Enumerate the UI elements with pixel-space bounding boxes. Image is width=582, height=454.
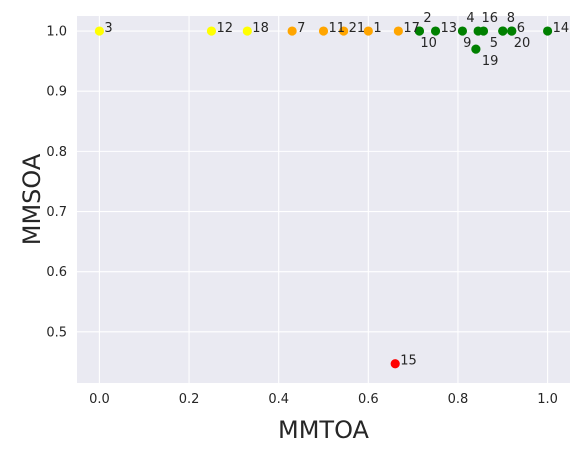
x-tick-label: 0.2 (179, 392, 200, 407)
point-label-9: 9 (463, 36, 471, 51)
y-axis-ticks: 0.5 0.6 0.7 0.8 0.9 1.0 (46, 25, 67, 341)
data-point-19 (471, 44, 481, 54)
data-point-12 (206, 26, 217, 36)
point-label-12: 12 (216, 21, 233, 36)
data-point-10 (414, 26, 425, 36)
data-point-4 (457, 26, 468, 36)
data-point-9 (473, 26, 483, 36)
x-axis-title: MMTOA (278, 416, 370, 444)
point-label-3: 3 (104, 21, 112, 36)
point-label-21: 21 (349, 21, 366, 36)
point-labels: 3 12 18 7 11 21 1 172 10 13 4 16 9 19 85 620 14 15 (104, 11, 569, 369)
point-label-2: 2 (423, 11, 431, 26)
y-tick-label: 0.9 (46, 85, 67, 100)
data-point-11 (318, 26, 329, 36)
data-point-13 (430, 26, 441, 36)
y-tick-label: 0.8 (46, 145, 67, 160)
data-point-20 (507, 26, 517, 36)
y-tick-label: 0.6 (46, 265, 67, 280)
grid-lines (77, 16, 570, 383)
point-label-6: 6 (517, 21, 525, 36)
data-point-14 (542, 26, 553, 36)
data-point-21 (339, 26, 349, 36)
data-point-7 (287, 26, 297, 36)
x-tick-label: 1.0 (537, 392, 558, 407)
x-axis-ticks: 0.0 0.2 0.4 0.6 0.8 1.0 (89, 392, 558, 407)
x-tick-label: 0.0 (89, 392, 110, 407)
data-point-17 (393, 26, 403, 36)
data-point-1 (363, 26, 373, 36)
point-label-17: 17 (403, 21, 420, 36)
plot-background (77, 16, 570, 383)
point-label-7: 7 (297, 21, 305, 36)
point-label-5: 5 (490, 36, 498, 51)
x-tick-label: 0.8 (448, 392, 469, 407)
point-label-8: 8 (507, 11, 515, 26)
y-tick-label: 0.7 (46, 205, 67, 220)
point-label-20: 20 (514, 36, 531, 51)
point-label-11: 11 (329, 21, 346, 36)
data-point-5 (498, 26, 508, 36)
point-label-14: 14 (553, 21, 570, 36)
x-tick-label: 0.6 (358, 392, 379, 407)
y-tick-label: 1.0 (46, 25, 67, 40)
point-label-4: 4 (466, 11, 474, 26)
point-label-19: 19 (482, 54, 499, 69)
y-tick-label: 0.5 (46, 325, 67, 340)
point-label-18: 18 (252, 21, 269, 36)
x-tick-label: 0.4 (268, 392, 289, 407)
point-label-10: 10 (420, 36, 437, 51)
point-label-15: 15 (400, 354, 417, 369)
point-label-1: 1 (373, 21, 381, 36)
data-point-3 (94, 26, 105, 36)
data-point-15 (390, 359, 400, 369)
data-points (94, 26, 553, 369)
point-label-16: 16 (482, 11, 499, 26)
y-axis-title: MMSOA (18, 153, 46, 245)
point-label-13: 13 (441, 21, 458, 36)
data-point-18 (242, 26, 252, 36)
